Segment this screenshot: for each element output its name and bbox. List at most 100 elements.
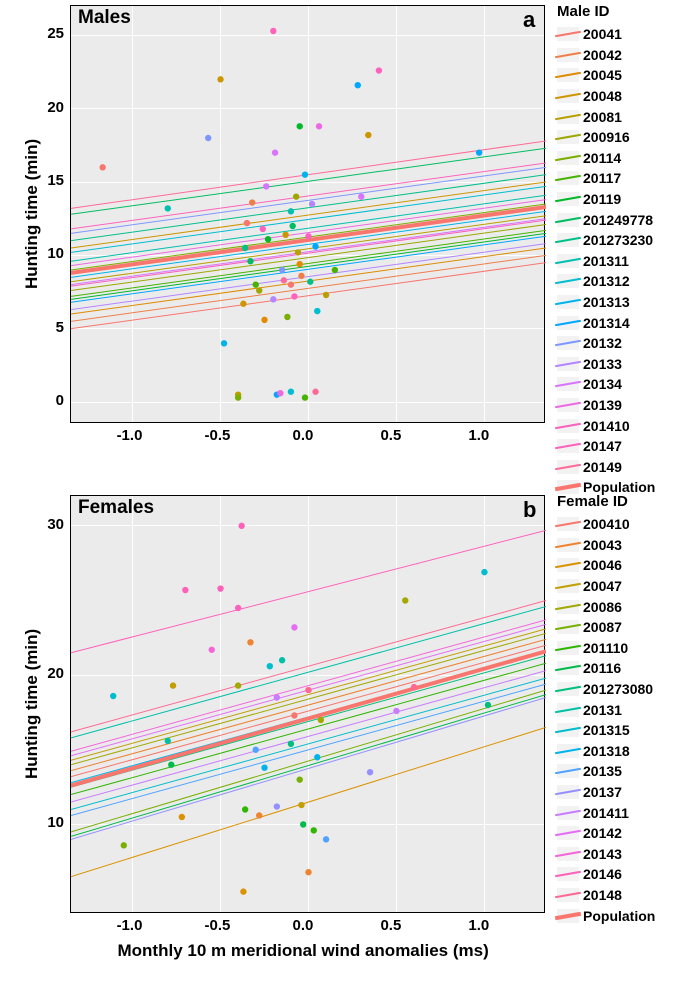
series-line bbox=[71, 255, 546, 321]
legend-swatch bbox=[557, 579, 579, 593]
data-point bbox=[170, 682, 176, 688]
data-point bbox=[312, 243, 318, 249]
legend-item: 201314 bbox=[557, 312, 655, 333]
series-line bbox=[71, 233, 546, 299]
data-point bbox=[307, 279, 313, 285]
legend-item: 201318 bbox=[557, 741, 655, 762]
data-point bbox=[240, 301, 246, 307]
legend-label: 201273080 bbox=[583, 681, 653, 697]
legend-item: 20114 bbox=[557, 148, 655, 169]
data-point bbox=[121, 842, 127, 848]
data-point bbox=[247, 258, 253, 264]
data-point bbox=[358, 193, 364, 199]
legend-label: 201312 bbox=[583, 273, 630, 289]
data-point bbox=[253, 281, 259, 287]
data-point bbox=[302, 394, 308, 400]
legend-label: 20131 bbox=[583, 702, 622, 718]
legend-label: 20146 bbox=[583, 866, 622, 882]
data-point bbox=[297, 261, 303, 267]
plot-area-a bbox=[70, 5, 545, 423]
data-point bbox=[274, 803, 280, 809]
legend-item: 20041 bbox=[557, 24, 655, 45]
panel-title-a: Males bbox=[78, 7, 131, 29]
x-tick-label: 0.0 bbox=[293, 917, 314, 934]
data-point bbox=[393, 708, 399, 714]
legend-swatch bbox=[557, 89, 579, 103]
legend-item: 20042 bbox=[557, 45, 655, 66]
legend-swatch bbox=[557, 806, 579, 820]
legend-label: 201411 bbox=[583, 805, 629, 821]
data-point bbox=[235, 394, 241, 400]
legend-item: 20133 bbox=[557, 354, 655, 375]
series-line bbox=[71, 663, 546, 794]
data-point bbox=[305, 233, 311, 239]
legend-item: 20148 bbox=[557, 885, 655, 906]
data-point bbox=[281, 277, 287, 283]
data-point bbox=[238, 523, 244, 529]
legend-item: 201410 bbox=[557, 415, 655, 436]
legend-item: 20139 bbox=[557, 395, 655, 416]
legend-swatch bbox=[557, 888, 579, 902]
series-line bbox=[71, 639, 546, 770]
legend-swatch bbox=[557, 826, 579, 840]
data-point bbox=[305, 687, 311, 693]
legend-item: 20135 bbox=[557, 761, 655, 782]
data-point bbox=[235, 605, 241, 611]
plot-area-b bbox=[70, 495, 545, 913]
data-point bbox=[242, 806, 248, 812]
data-point bbox=[298, 802, 304, 808]
legend-swatch bbox=[557, 130, 579, 144]
legend-item: 20147 bbox=[557, 436, 655, 457]
data-point bbox=[289, 223, 295, 229]
panel-letter-b: b bbox=[523, 497, 536, 523]
legend-label: 20139 bbox=[583, 397, 622, 413]
data-point bbox=[256, 287, 262, 293]
legend-item: 20134 bbox=[557, 374, 655, 395]
data-point bbox=[261, 317, 267, 323]
data-point bbox=[314, 754, 320, 760]
legend-swatch bbox=[557, 419, 579, 433]
legend-label: 20043 bbox=[583, 537, 622, 553]
legend-label: 20148 bbox=[583, 887, 622, 903]
legend-swatch bbox=[557, 377, 579, 391]
legend-item: 201273230 bbox=[557, 230, 655, 251]
legend-item: 20045 bbox=[557, 65, 655, 86]
data-point bbox=[288, 741, 294, 747]
data-point bbox=[402, 597, 408, 603]
legend-item: 201411 bbox=[557, 802, 655, 823]
legend-swatch bbox=[557, 661, 579, 675]
legend-item: 20081 bbox=[557, 106, 655, 127]
x-tick-label: -0.5 bbox=[205, 917, 231, 934]
data-point bbox=[293, 193, 299, 199]
legend-label: 20116 bbox=[583, 660, 621, 676]
legend-swatch bbox=[557, 192, 579, 206]
legend-swatch bbox=[557, 27, 579, 41]
data-point bbox=[179, 814, 185, 820]
legend-label: 20137 bbox=[583, 784, 622, 800]
legend-label: 200410 bbox=[583, 516, 630, 532]
data-point bbox=[261, 765, 267, 771]
legend-swatch bbox=[557, 867, 579, 881]
legend-swatch bbox=[557, 151, 579, 165]
legend-label: 201315 bbox=[583, 722, 630, 738]
data-point bbox=[217, 76, 223, 82]
data-point bbox=[235, 682, 241, 688]
legend-label: 20041 bbox=[583, 26, 622, 42]
data-point bbox=[284, 314, 290, 320]
data-point bbox=[168, 762, 174, 768]
data-point bbox=[297, 776, 303, 782]
y-tick-label: 5 bbox=[56, 319, 64, 336]
data-point bbox=[270, 28, 276, 34]
data-point bbox=[291, 624, 297, 630]
data-point bbox=[476, 149, 482, 155]
legend-swatch bbox=[557, 538, 579, 552]
data-point bbox=[367, 769, 373, 775]
x-tick-label: -0.5 bbox=[205, 427, 231, 444]
series-line bbox=[71, 200, 546, 266]
x-axis-label: Monthly 10 m meridional wind anomalies (… bbox=[118, 941, 489, 961]
data-point bbox=[99, 164, 105, 170]
data-point bbox=[291, 293, 297, 299]
data-point bbox=[274, 694, 280, 700]
data-point bbox=[182, 587, 188, 593]
data-point bbox=[253, 747, 259, 753]
